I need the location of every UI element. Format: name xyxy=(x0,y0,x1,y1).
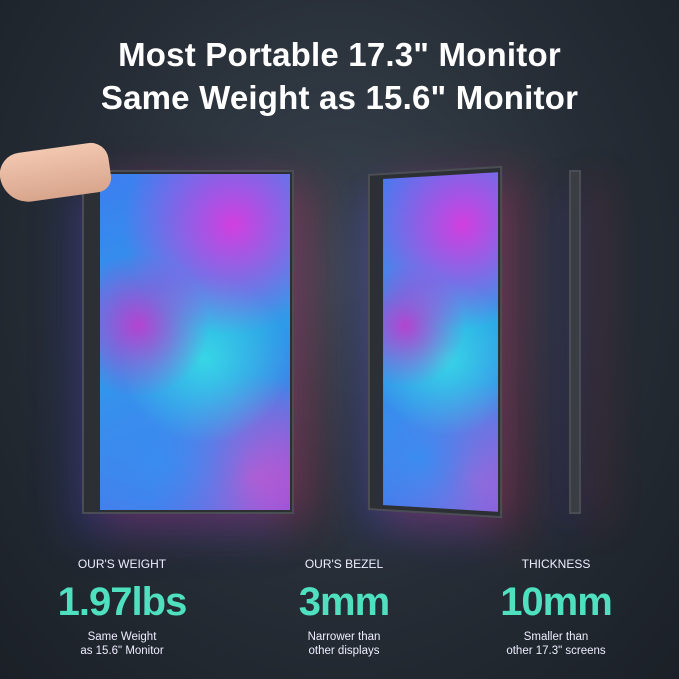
spec-thickness: THICKNESS 10mm Smaller than other 17.3" … xyxy=(446,556,666,658)
headline-line1: Most Portable 17.3" Monitor xyxy=(118,36,561,73)
spec-desc: Same Weight xyxy=(87,631,157,643)
monitor-angled-view xyxy=(368,165,503,519)
spec-label: OUR'S WEIGHT xyxy=(77,557,167,571)
monitor-screen-image xyxy=(383,172,499,512)
spec-value: 1.97lbs xyxy=(57,580,188,624)
spec-desc: as 15.6" Monitor xyxy=(80,645,164,657)
spec-desc: other 17.3" screens xyxy=(506,645,606,657)
spec-value: 3mm xyxy=(298,580,390,624)
spec-desc: other displays xyxy=(308,645,380,657)
headline: Most Portable 17.3" Monitor Same Weight … xyxy=(0,33,679,119)
spec-bezel: OUR'S BEZEL 3mm Narrower than other disp… xyxy=(234,556,454,658)
monitor-side-view xyxy=(569,170,581,514)
spec-label: THICKNESS xyxy=(521,557,591,571)
monitor-front-view xyxy=(82,170,294,514)
monitor-screen-image xyxy=(100,174,290,510)
spec-value: 10mm xyxy=(500,580,613,624)
headline-line2: Same Weight as 15.6" Monitor xyxy=(100,79,579,116)
spec-label: OUR'S BEZEL xyxy=(304,557,384,571)
spec-desc: Narrower than xyxy=(307,631,381,643)
spec-desc: Smaller than xyxy=(523,631,589,643)
spec-weight: OUR'S WEIGHT 1.97lbs Same Weight as 15.6… xyxy=(12,556,232,658)
